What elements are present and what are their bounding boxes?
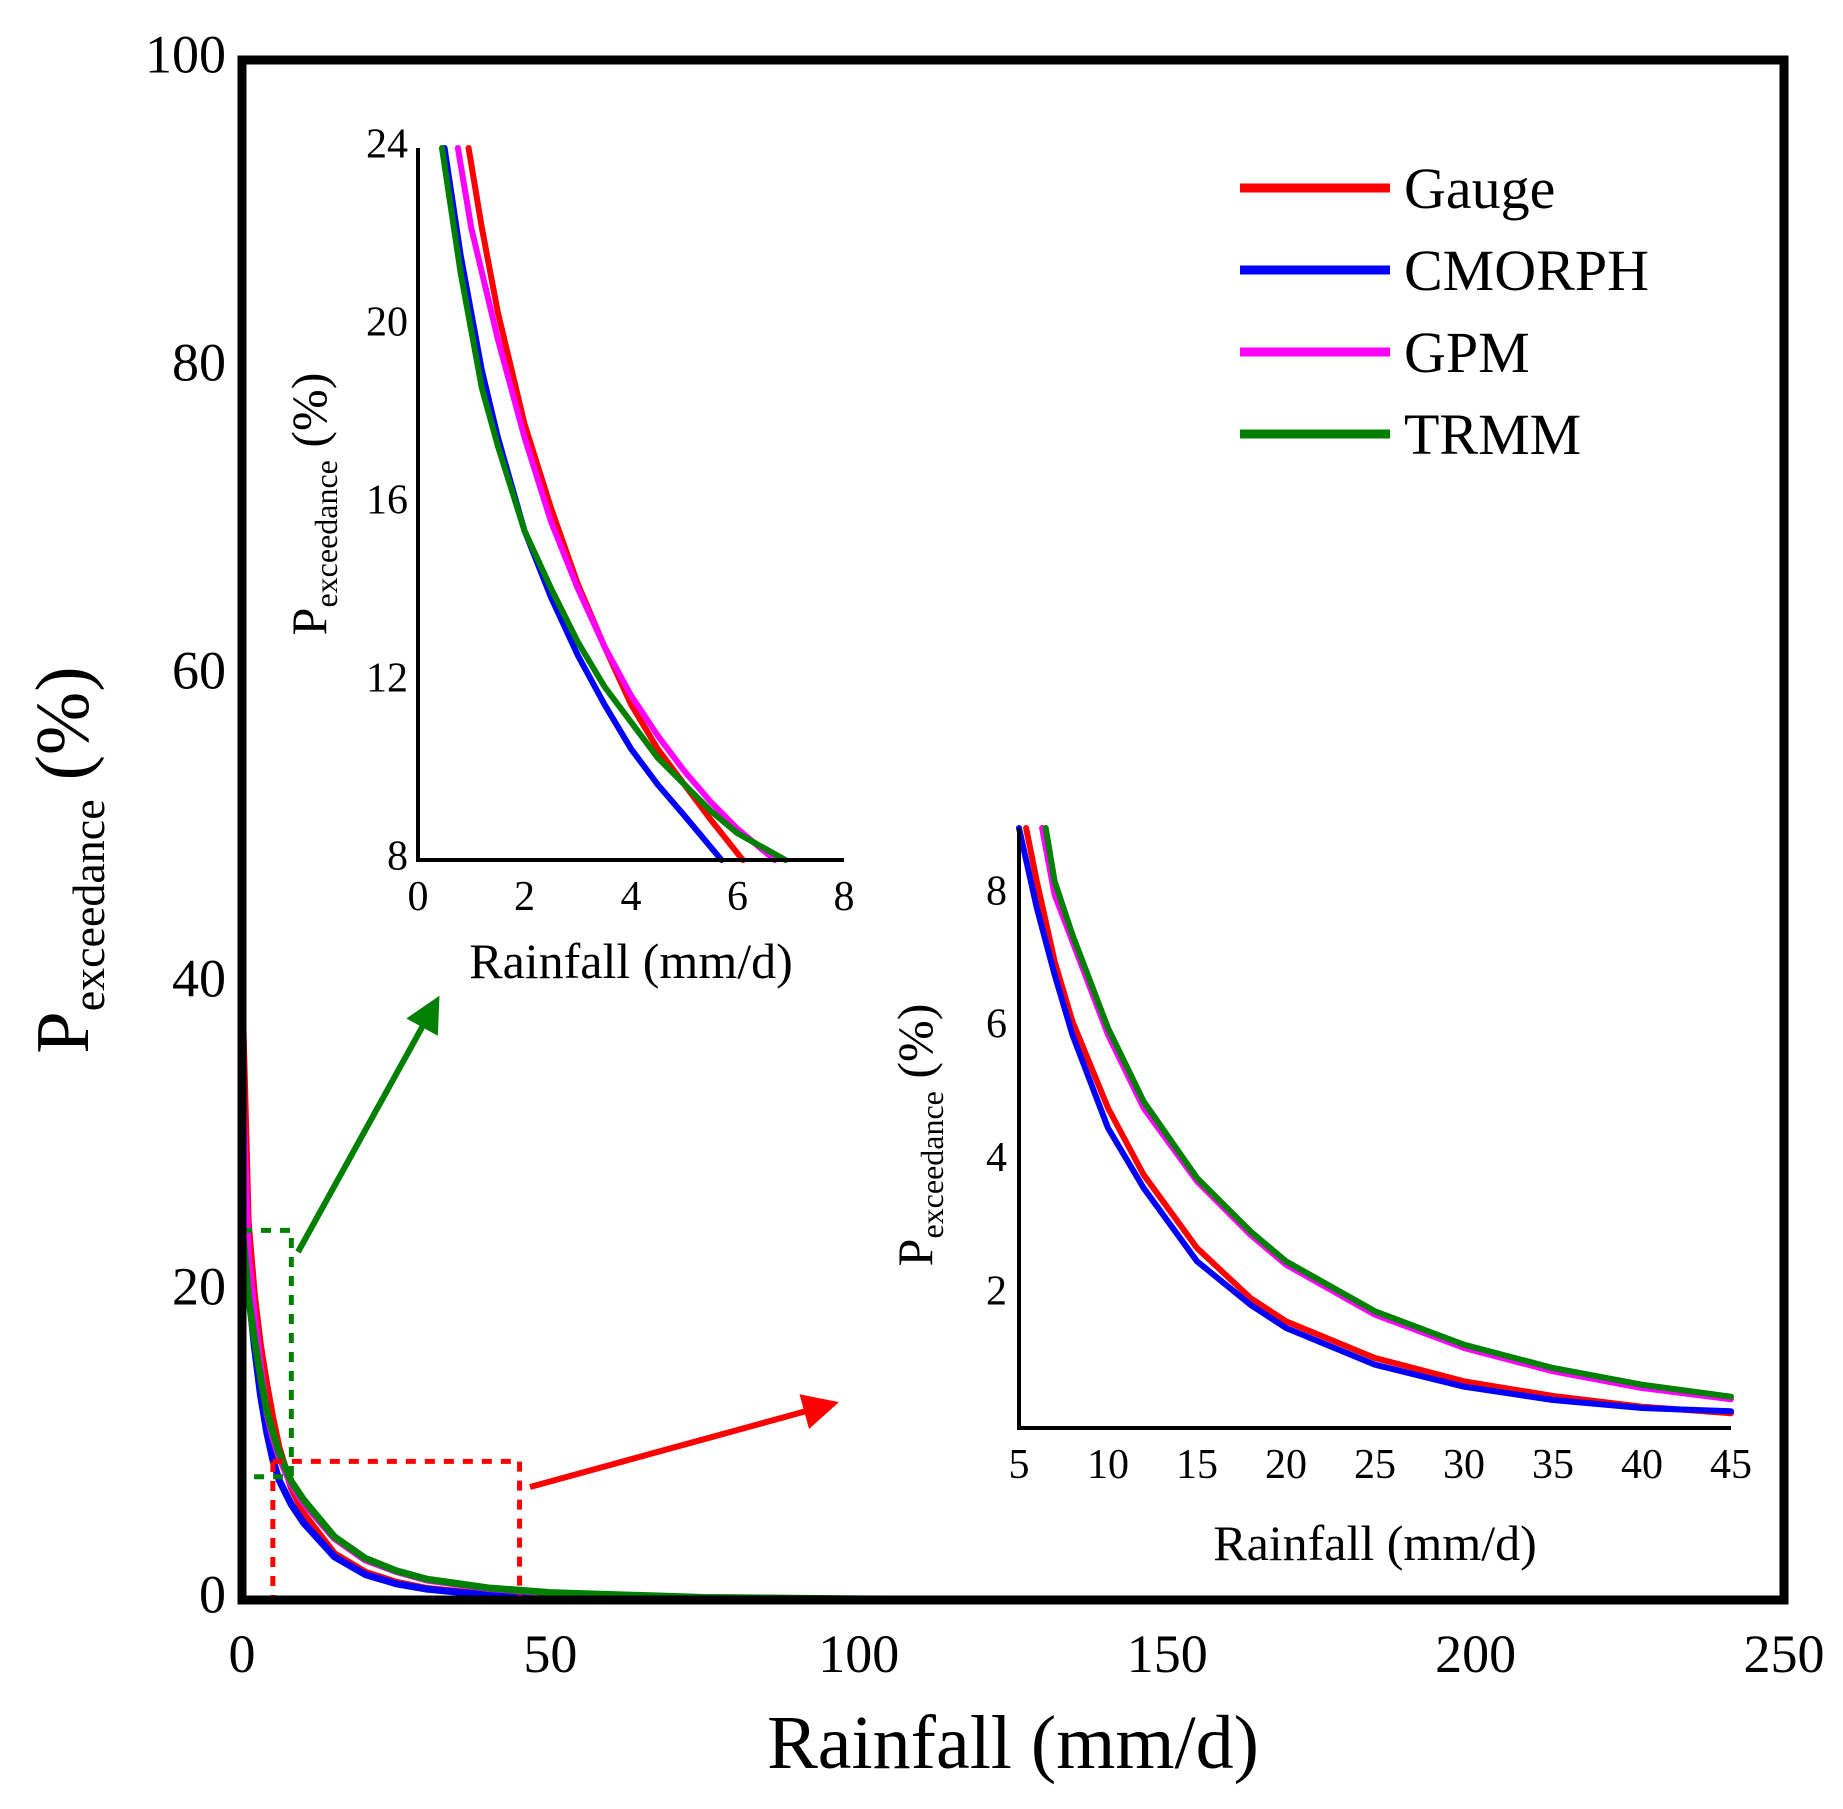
inset-upper-y-tick-0: 8: [387, 834, 408, 880]
main-plot-frame: [237, 55, 1789, 1605]
inset-lower-series-trmm: [1042, 825, 1734, 1400]
inset-lower-y-label-base: P: [887, 1239, 943, 1267]
inset-upper-y-label-sub: exceedance: [308, 460, 344, 607]
inset-upper-y-tick-3: 20: [366, 300, 408, 346]
legend-label-cmorph: CMORPH: [1404, 238, 1649, 303]
inset-lower-series-gauge: [1023, 825, 1734, 1417]
inset-lower-series-cmorph: [1016, 825, 1734, 1415]
main-x-tick-0: 0: [229, 1624, 256, 1684]
inset-upper-y-tick-1: 12: [366, 656, 408, 702]
inset-upper-y-axis-label: Pexceedance (%): [281, 373, 344, 636]
inset-lower-y-label-unit: (%): [887, 1004, 943, 1091]
main-x-tick-1: 50: [523, 1624, 577, 1684]
main-y-tick-2: 40: [172, 948, 226, 1008]
legend-label-gauge: Gauge: [1404, 156, 1555, 221]
zoom-box-layer: [239, 1227, 523, 1603]
inset-lower-y-tick-0: 2: [986, 1268, 1007, 1314]
zoom-arrow-lower: [529, 1394, 839, 1490]
inset-lower-x-tick-8: 45: [1710, 1442, 1752, 1488]
inset-upper-series-layer: [439, 145, 789, 863]
inset-upper-series-trmm: [439, 145, 789, 863]
main-x-tick-3: 150: [1127, 1624, 1208, 1684]
inset-upper-y-tick-4: 24: [366, 122, 408, 168]
inset-lower-x-axis-label: Rainfall (mm/d): [1213, 1515, 1537, 1571]
inset-lower-y-tick-2: 6: [986, 1002, 1007, 1048]
inset-lower-x-tick-0: 5: [1009, 1442, 1030, 1488]
inset-lower-x-tick-4: 25: [1354, 1442, 1396, 1488]
inset-lower-y-axis-label: Pexceedance (%): [887, 1004, 950, 1267]
zoom-box-upper: [239, 1227, 294, 1480]
inset-lower-x-tick-5: 30: [1443, 1442, 1485, 1488]
inset-lower-y-tick-1: 4: [986, 1135, 1007, 1181]
main-x-tick-5: 250: [1744, 1624, 1825, 1684]
inset-lower-background: [1019, 828, 1731, 1428]
inset-lower-axes: [1017, 828, 1731, 1430]
legend-label-trmm: TRMM: [1404, 402, 1581, 467]
inset-lower-y-tick-3: 8: [986, 868, 1007, 914]
main-y-tick-5: 100: [145, 24, 226, 84]
main-y-axis-label: Pexceedance (%): [21, 666, 114, 1053]
inset-upper-x-tick-4: 8: [834, 874, 855, 920]
inset-upper-x-axis-label: Rainfall (mm/d): [469, 933, 793, 989]
inset-upper-x-tick-3: 6: [727, 874, 748, 920]
inset-lower-y-label-sub: exceedance: [914, 1091, 950, 1238]
inset-upper-x-tick-1: 2: [514, 874, 535, 920]
main-y-tick-3: 60: [172, 640, 226, 700]
main-y-tick-1: 20: [172, 1256, 226, 1316]
main-y-label-base: P: [21, 1011, 105, 1053]
inset-lower-x-tick-6: 35: [1532, 1442, 1574, 1488]
main-y-label-unit: (%): [21, 666, 105, 799]
inset-upper-y-tick-2: 16: [366, 478, 408, 524]
zoom-box-lower: [270, 1458, 523, 1603]
main-x-tick-2: 100: [818, 1624, 899, 1684]
main-x-tick-4: 200: [1435, 1624, 1516, 1684]
inset-lower-series-layer: [1016, 825, 1734, 1417]
legend-label-gpm: GPM: [1404, 320, 1530, 385]
main-y-tick-4: 80: [172, 332, 226, 392]
inset-upper-y-label-base: P: [281, 608, 337, 636]
zoom-arrow-upper: [295, 995, 440, 1254]
inset-upper-series-cmorph: [441, 145, 725, 863]
inset-lower-x-tick-1: 10: [1087, 1442, 1129, 1488]
main-y-label-sub: exceedance: [63, 799, 114, 1011]
inset-upper-axes: [416, 148, 844, 862]
inset-lower-ticks-layer: 5 10 15 20 25 30 35 40 45 2 4 6 8: [986, 868, 1752, 1488]
inset-lower-x-tick-3: 20: [1265, 1442, 1307, 1488]
inset-lower-x-tick-7: 40: [1621, 1442, 1663, 1488]
inset-upper-series-gpm: [454, 145, 778, 863]
inset-upper-x-tick-0: 0: [408, 874, 429, 920]
main-y-tick-0: 0: [199, 1564, 226, 1624]
inset-lower-plot: 5 10 15 20 25 30 35 40 45 2 4 6 8 Rainfall (mm/d) Pe…: [887, 825, 1752, 1571]
legend: Gauge CMORPH GPM TRMM: [1240, 156, 1649, 467]
main-x-axis-label: Rainfall (mm/d): [767, 1701, 1259, 1785]
inset-lower-x-tick-2: 15: [1176, 1442, 1218, 1488]
inset-upper-y-label-unit: (%): [281, 373, 337, 460]
inset-upper-x-tick-2: 4: [621, 874, 642, 920]
